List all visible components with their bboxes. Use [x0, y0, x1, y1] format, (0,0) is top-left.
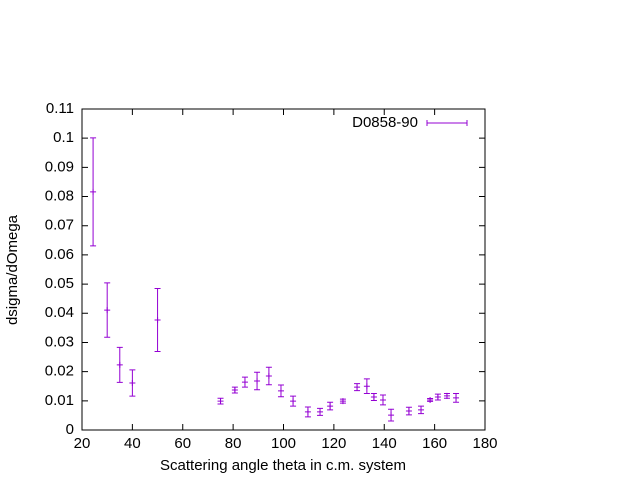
- point: [254, 377, 261, 384]
- point: [363, 383, 370, 390]
- point: [418, 406, 425, 413]
- point: [405, 408, 412, 415]
- x-tick-label: 80: [225, 435, 242, 452]
- x-tick-label: 160: [422, 435, 447, 452]
- point: [231, 387, 238, 394]
- x-tick-label: 60: [174, 435, 191, 452]
- x-axis-label: Scattering angle theta in c.m. system: [160, 457, 406, 474]
- point: [154, 316, 161, 323]
- y-tick-label: 0.08: [45, 188, 74, 205]
- y-tick-label: 0.05: [45, 275, 74, 292]
- point: [388, 412, 395, 419]
- point: [277, 387, 284, 394]
- point: [453, 394, 460, 401]
- y-tick-label: 0.02: [45, 363, 74, 380]
- point: [241, 379, 248, 386]
- x-tick-label: 180: [472, 435, 497, 452]
- y-tick-label: 0.01: [45, 392, 74, 409]
- point: [265, 373, 272, 380]
- x-tick-label: 120: [321, 435, 346, 452]
- point: [354, 384, 361, 391]
- point: [317, 408, 324, 415]
- y-tick-label: 0.03: [45, 333, 74, 350]
- y-tick-label: 0.07: [45, 217, 74, 234]
- y-tick-label: 0: [66, 421, 74, 438]
- plot-border: [81, 108, 486, 431]
- x-tick-label: 20: [74, 435, 91, 452]
- y-tick-label: 0.1: [53, 129, 74, 146]
- point: [370, 394, 377, 401]
- point: [304, 408, 311, 415]
- point: [443, 392, 450, 399]
- y-tick-label: 0.11: [46, 100, 74, 117]
- y-tick-label: 0.04: [45, 304, 74, 321]
- point: [434, 394, 441, 401]
- y-tick-label: 0.09: [45, 158, 74, 175]
- legend-swatch: [426, 120, 468, 126]
- legend-label: D0858-90: [352, 114, 418, 131]
- point: [104, 307, 111, 314]
- point: [217, 398, 224, 405]
- point: [129, 380, 136, 387]
- point: [327, 403, 334, 410]
- x-tick-label: 100: [271, 435, 296, 452]
- x-tick-label: 140: [372, 435, 397, 452]
- point: [427, 396, 434, 403]
- y-axis-label: dsigma/dOmega: [4, 214, 21, 325]
- point: [290, 398, 297, 405]
- y-tick-label: 0.06: [45, 246, 74, 263]
- point: [90, 188, 97, 195]
- point: [379, 396, 386, 403]
- point: [339, 398, 346, 405]
- x-tick-label: 40: [124, 435, 141, 452]
- point: [116, 361, 123, 368]
